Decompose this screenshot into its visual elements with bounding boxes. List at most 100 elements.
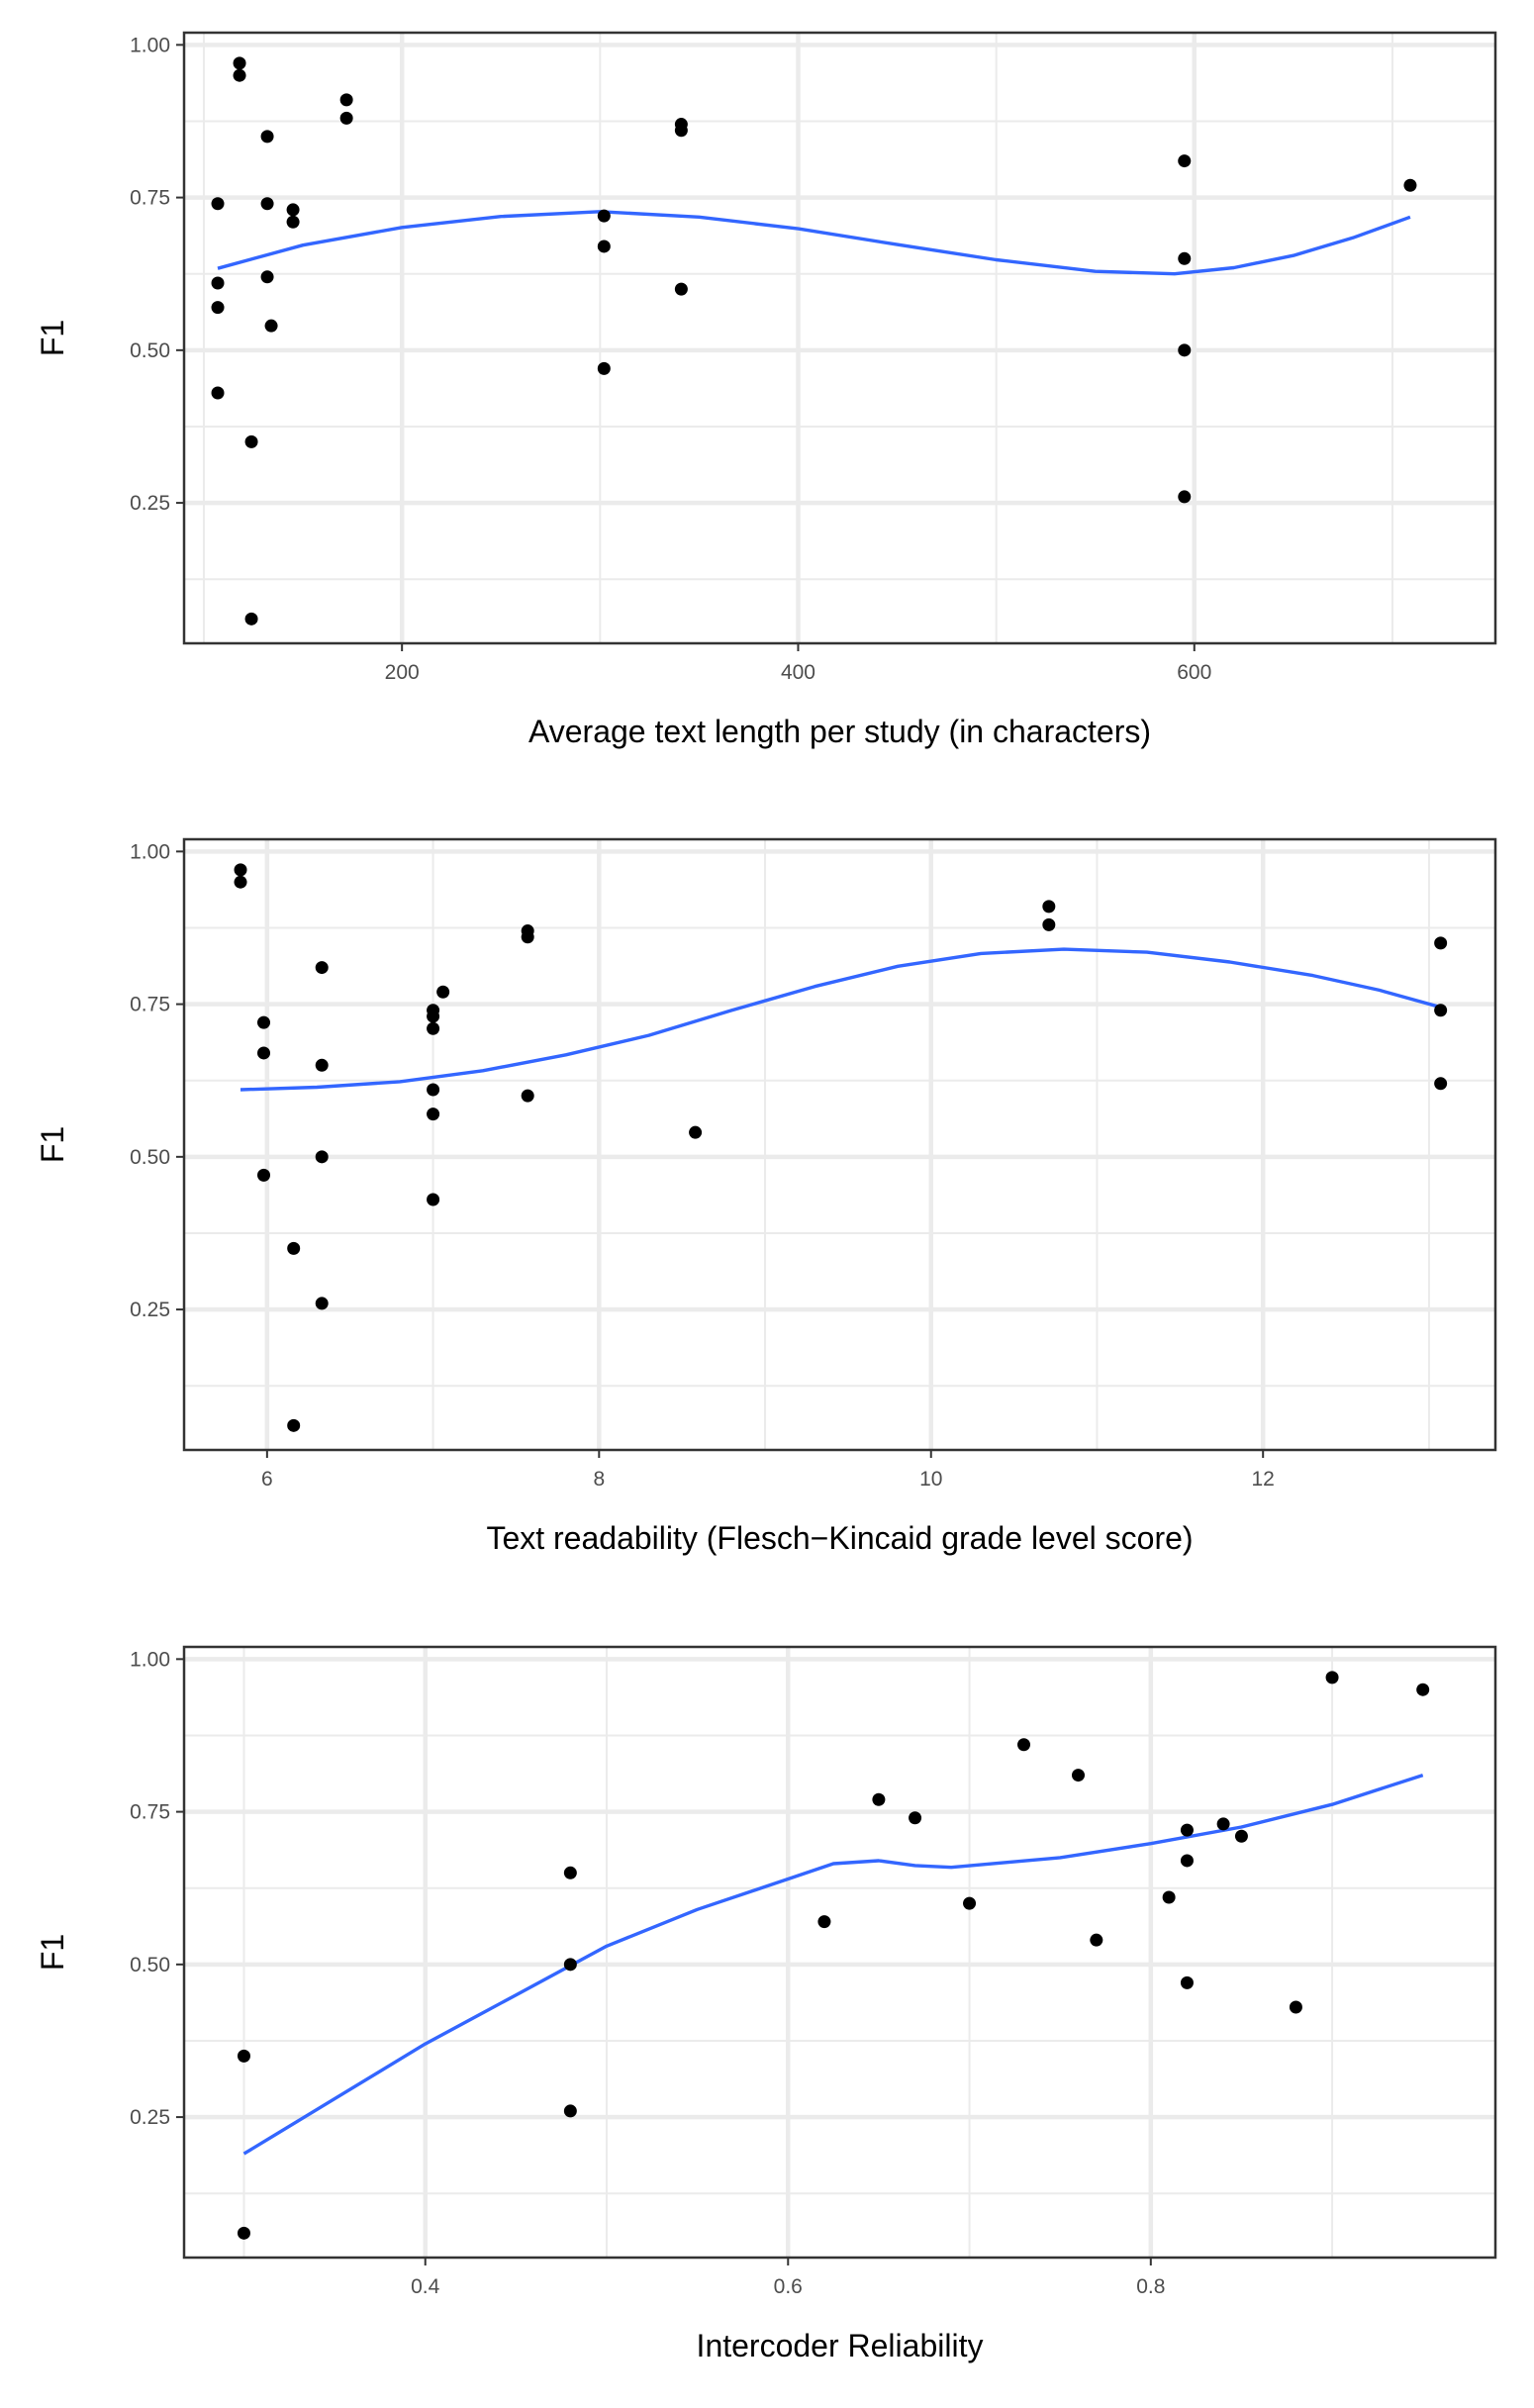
data-point: [211, 197, 225, 211]
y-axis-title: F1: [35, 320, 70, 356]
panel-background: [184, 839, 1495, 1450]
data-point: [427, 1083, 440, 1097]
data-point: [1178, 251, 1192, 265]
y-axis-title: F1: [35, 1934, 70, 1971]
y-tick-label: 0.50: [130, 1146, 170, 1169]
data-point: [234, 863, 247, 877]
panel-background: [184, 1647, 1495, 2258]
data-point: [597, 361, 611, 375]
data-point: [1071, 1769, 1085, 1782]
data-point: [563, 1958, 577, 1972]
data-point: [286, 203, 300, 217]
x-tick-label: 8: [593, 1468, 605, 1491]
panel-border: [182, 837, 1497, 1452]
data-point: [211, 276, 225, 290]
data-point: [817, 1915, 831, 1929]
y-tick-label: 1.00: [130, 840, 170, 863]
data-point: [1416, 1683, 1430, 1696]
data-point: [1017, 1738, 1031, 1752]
x-tick-label: 6: [261, 1468, 273, 1491]
data-point: [315, 1058, 329, 1072]
y-tick-label: 0.25: [130, 1299, 170, 1321]
x-tick-label: 10: [919, 1468, 942, 1491]
data-point: [674, 124, 688, 138]
data-point: [436, 985, 450, 999]
data-point: [563, 2104, 577, 2118]
data-point: [244, 434, 258, 448]
data-point: [244, 612, 258, 626]
data-point: [1216, 1817, 1230, 1831]
y-axis-title: F1: [35, 1126, 70, 1163]
data-point: [521, 930, 534, 944]
data-point: [234, 875, 247, 889]
x-axis-title: Intercoder Reliability: [697, 2328, 984, 2363]
data-point: [339, 93, 353, 107]
x-tick-label: 0.8: [1136, 2275, 1165, 2298]
data-point: [597, 240, 611, 253]
data-point: [287, 1418, 301, 1432]
panel-background: [184, 33, 1495, 643]
x-axis-title: Text readability (Flesch−Kincaid grade l…: [486, 1520, 1193, 1556]
smooth-trend-line: [242, 1773, 1424, 2156]
data-point: [963, 1896, 977, 1910]
data-point: [1434, 1004, 1448, 1017]
data-point: [427, 1108, 440, 1121]
data-point: [563, 1866, 577, 1879]
data-point: [1180, 1975, 1194, 1989]
data-point: [264, 319, 278, 333]
data-point: [521, 1089, 534, 1103]
data-point: [674, 282, 688, 296]
data-point: [1289, 2000, 1302, 2014]
data-point: [427, 1193, 440, 1206]
y-tick-label: 0.25: [130, 492, 170, 515]
data-point: [260, 270, 274, 284]
x-tick-label: 600: [1177, 661, 1211, 684]
data-point: [689, 1125, 703, 1139]
y-tick-label: 0.75: [130, 994, 170, 1016]
data-point: [1178, 343, 1192, 357]
data-point: [260, 130, 274, 144]
data-point: [237, 2049, 250, 2063]
data-point: [260, 197, 274, 211]
data-point: [1178, 154, 1192, 168]
x-tick-label: 200: [385, 661, 420, 684]
data-point: [233, 56, 246, 70]
x-tick-label: 12: [1252, 1468, 1275, 1491]
x-axis-title: Average text length per study (in charac…: [528, 714, 1151, 749]
chart-panel-3: 0.25 0.50 0.75 1.00 0.4 0.6 0.8 Intercoder Reli…: [35, 1645, 1497, 2363]
data-point: [315, 1150, 329, 1164]
data-point: [872, 1792, 886, 1806]
data-point: [1325, 1671, 1339, 1685]
data-point: [315, 961, 329, 975]
y-tick-label: 0.75: [130, 1801, 170, 1824]
x-tick-label: 0.6: [774, 2275, 803, 2298]
data-point: [1180, 1823, 1194, 1837]
panel-border: [182, 1645, 1497, 2260]
chart-panel-1: 0.25 0.50 0.75 1.00 200 400 600 Average text le…: [35, 31, 1497, 749]
y-tick-label: 0.50: [130, 339, 170, 362]
data-point: [287, 1241, 301, 1255]
data-point: [211, 301, 225, 315]
data-point: [257, 1046, 271, 1060]
smooth-trend-line: [217, 210, 1411, 276]
data-point: [1042, 900, 1056, 914]
data-point: [339, 111, 353, 125]
data-point: [257, 1168, 271, 1182]
smooth-trend-line: [240, 947, 1442, 1092]
data-point: [286, 215, 300, 229]
data-point: [1042, 917, 1056, 931]
y-tick-label: 0.75: [130, 187, 170, 210]
panel-border: [182, 31, 1497, 645]
data-point: [211, 386, 225, 400]
x-tick-label: 400: [781, 661, 815, 684]
y-tick-label: 1.00: [130, 1648, 170, 1671]
y-tick-label: 1.00: [130, 34, 170, 56]
data-point: [257, 1015, 271, 1029]
data-point: [1434, 936, 1448, 950]
data-point: [237, 2226, 250, 2240]
data-point: [1178, 490, 1192, 504]
y-tick-label: 0.25: [130, 2106, 170, 2129]
data-point: [1234, 1829, 1248, 1843]
data-point: [1180, 1854, 1194, 1868]
